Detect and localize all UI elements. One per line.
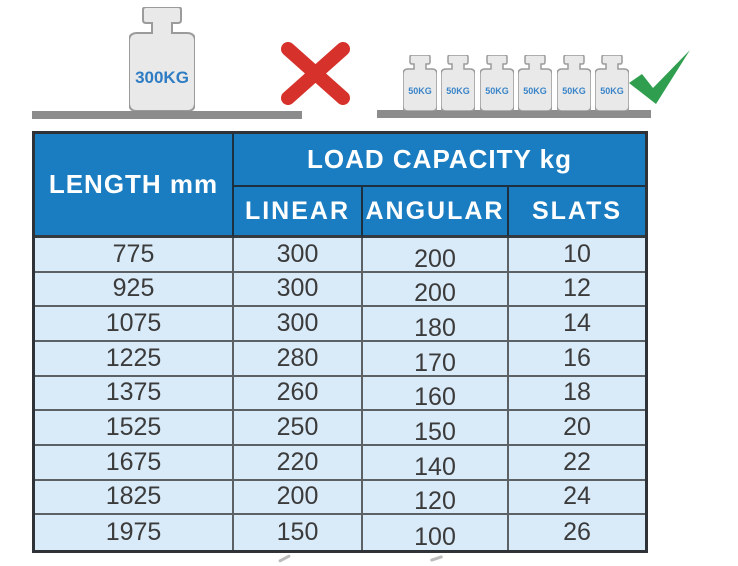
column-header-linear: LINEAR	[234, 187, 363, 238]
table-cell: 1975	[35, 515, 234, 550]
table-cell: 180	[363, 307, 509, 342]
table-cell: 24	[509, 481, 645, 516]
column-header-slats: SLATS	[509, 187, 645, 238]
table-cell: 1225	[35, 342, 234, 377]
table-cell: 300	[234, 307, 363, 342]
column-header-length: LENGTH mm	[35, 134, 234, 238]
weight-50kg-label: 50KG	[600, 86, 624, 96]
table-title-load-capacity: LOAD CAPACITY kg	[234, 134, 645, 187]
cropped-mark	[429, 555, 444, 562]
table-cell: 14	[509, 307, 645, 342]
table-cell: 1075	[35, 307, 234, 342]
weight-50kg-label: 50KG	[408, 86, 432, 96]
table-cell: 200	[363, 238, 509, 273]
table-cell: 925	[35, 272, 234, 308]
cropped-mark	[278, 554, 291, 563]
table-cell: 140	[363, 446, 509, 481]
table-cell: 20	[509, 411, 645, 446]
table-cell: 300	[234, 238, 363, 273]
table-cell: 100	[363, 515, 509, 551]
shelf-right	[377, 110, 651, 118]
weight-50kg-icon: 50KG	[441, 55, 475, 111]
table-cell: 150	[363, 411, 509, 446]
table-cell: 220	[234, 446, 363, 481]
table-cell: 22	[509, 446, 645, 481]
table-cell: 280	[234, 342, 363, 377]
weight-50kg-icon: 50KG	[557, 55, 591, 111]
weight-50kg-label: 50KG	[562, 86, 586, 96]
weight-50kg-label: 50KG	[485, 86, 509, 96]
table-cell: 26	[563, 518, 591, 547]
weight-300kg-label: 300KG	[135, 68, 189, 87]
table-cell: 260	[234, 376, 363, 412]
weight-300kg-icon: 300KG	[129, 7, 195, 111]
table-cell: 120	[363, 480, 509, 515]
table-cell: 10	[509, 238, 645, 273]
x-mark-icon	[281, 42, 350, 105]
table-cell: 170	[363, 342, 509, 377]
weight-50kg-icon: 50KG	[518, 55, 552, 111]
table-cell: 200	[363, 272, 509, 307]
weight-50kg-icon: 50KG	[595, 55, 629, 111]
check-mark-icon	[629, 50, 690, 104]
load-capacity-table: LENGTH mm LOAD CAPACITY kg LINEAR ANGULA…	[32, 131, 648, 553]
table-cell: 1375	[35, 376, 234, 412]
shelf-left	[32, 111, 302, 119]
weight-50kg-icon: 50KG	[480, 55, 514, 111]
table-cell: 250	[234, 411, 363, 446]
weight-50kg-label: 50KG	[523, 86, 547, 96]
column-header-angular: ANGULAR	[363, 187, 509, 238]
weight-50kg-icon: 50KG	[403, 55, 437, 111]
table-cell: 1525	[35, 411, 234, 446]
table-cell: 18	[509, 377, 645, 412]
table-cell: 160	[363, 376, 509, 411]
table-cell: 12	[509, 273, 645, 308]
table-cell: 300	[234, 272, 363, 308]
table-cell: 1675	[35, 446, 234, 481]
table-cell: 1825	[35, 480, 234, 516]
table-cell: 200	[234, 480, 363, 516]
weight-50kg-label: 50KG	[446, 86, 470, 96]
table-cell: 150	[234, 515, 363, 550]
table-cell: 16	[509, 342, 645, 377]
table-cell: 775	[35, 238, 234, 273]
